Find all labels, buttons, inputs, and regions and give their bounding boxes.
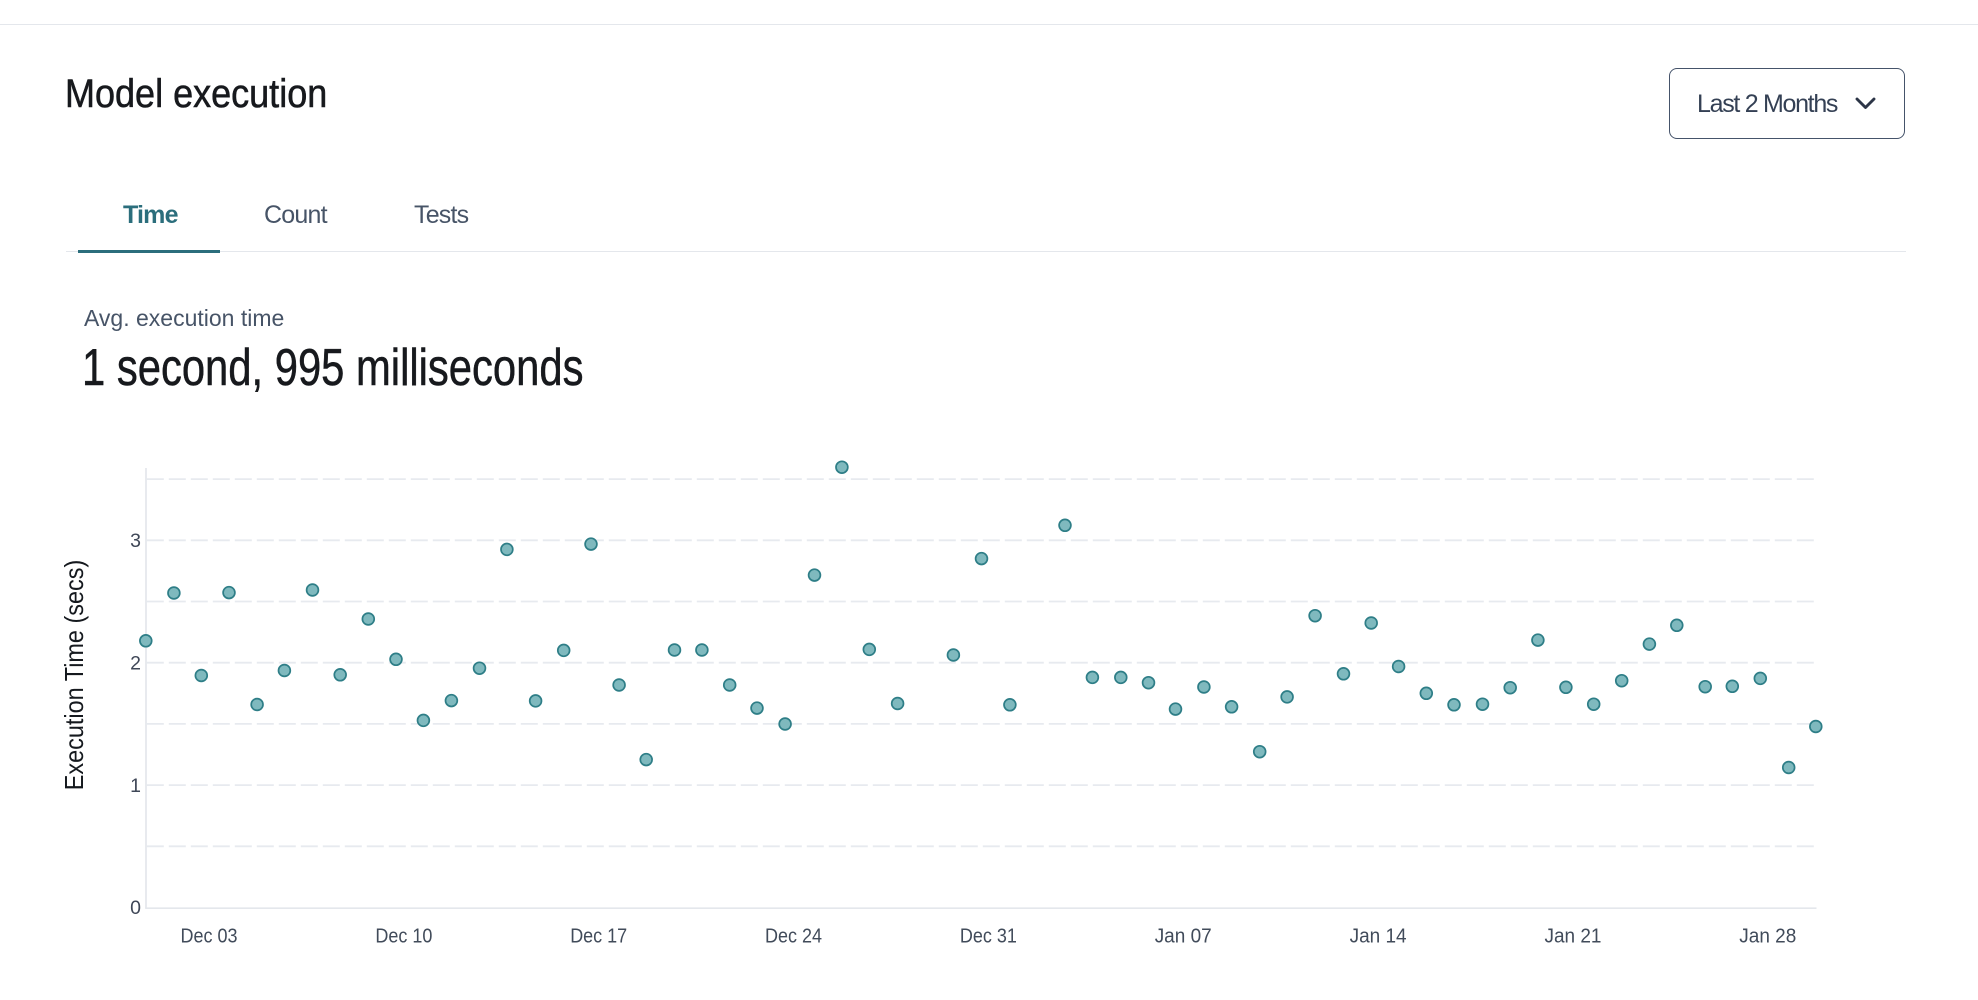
svg-text:0: 0 <box>130 897 141 919</box>
svg-text:Jan 28: Jan 28 <box>1739 925 1796 947</box>
svg-text:2: 2 <box>130 652 141 674</box>
svg-text:Dec 10: Dec 10 <box>375 925 432 947</box>
svg-text:Dec 24: Dec 24 <box>765 925 822 947</box>
svg-text:Execution Time (secs): Execution Time (secs) <box>59 560 89 791</box>
svg-text:Dec 03: Dec 03 <box>181 925 238 947</box>
svg-text:1: 1 <box>130 775 141 797</box>
svg-text:Dec 17: Dec 17 <box>570 925 627 947</box>
svg-text:Jan 21: Jan 21 <box>1545 925 1602 947</box>
svg-text:3: 3 <box>130 530 141 552</box>
svg-text:Jan 14: Jan 14 <box>1350 925 1407 947</box>
svg-text:Jan 07: Jan 07 <box>1155 925 1212 947</box>
svg-text:Dec 31: Dec 31 <box>960 925 1017 947</box>
